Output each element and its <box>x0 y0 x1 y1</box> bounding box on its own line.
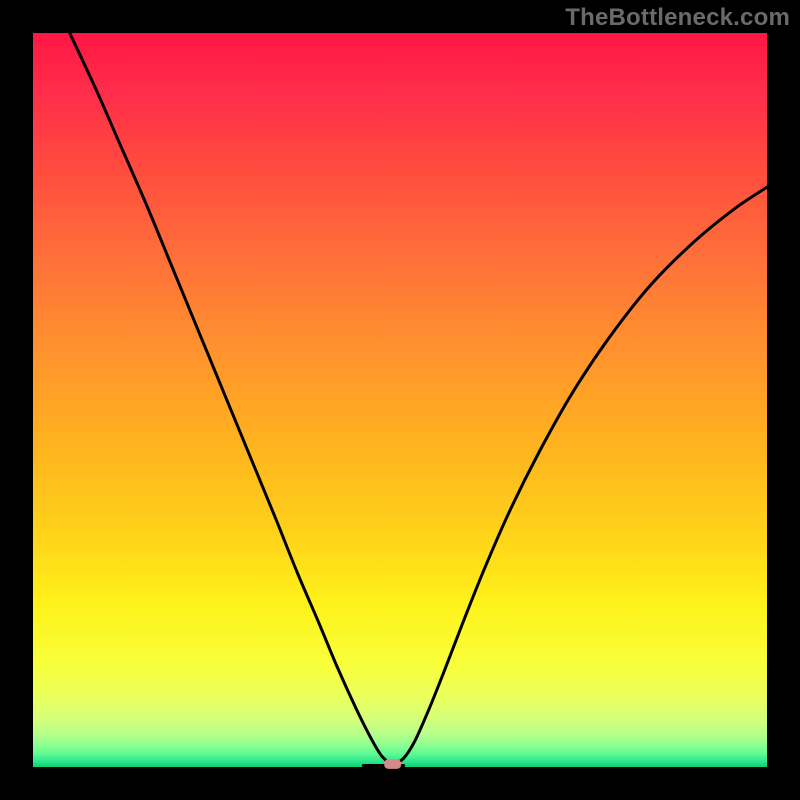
plot-area <box>33 33 767 767</box>
watermark-text: TheBottleneck.com <box>565 4 790 32</box>
optimum-marker <box>384 759 401 769</box>
chart-stage: TheBottleneck.com <box>0 0 800 800</box>
bottleneck-chart <box>0 0 800 800</box>
